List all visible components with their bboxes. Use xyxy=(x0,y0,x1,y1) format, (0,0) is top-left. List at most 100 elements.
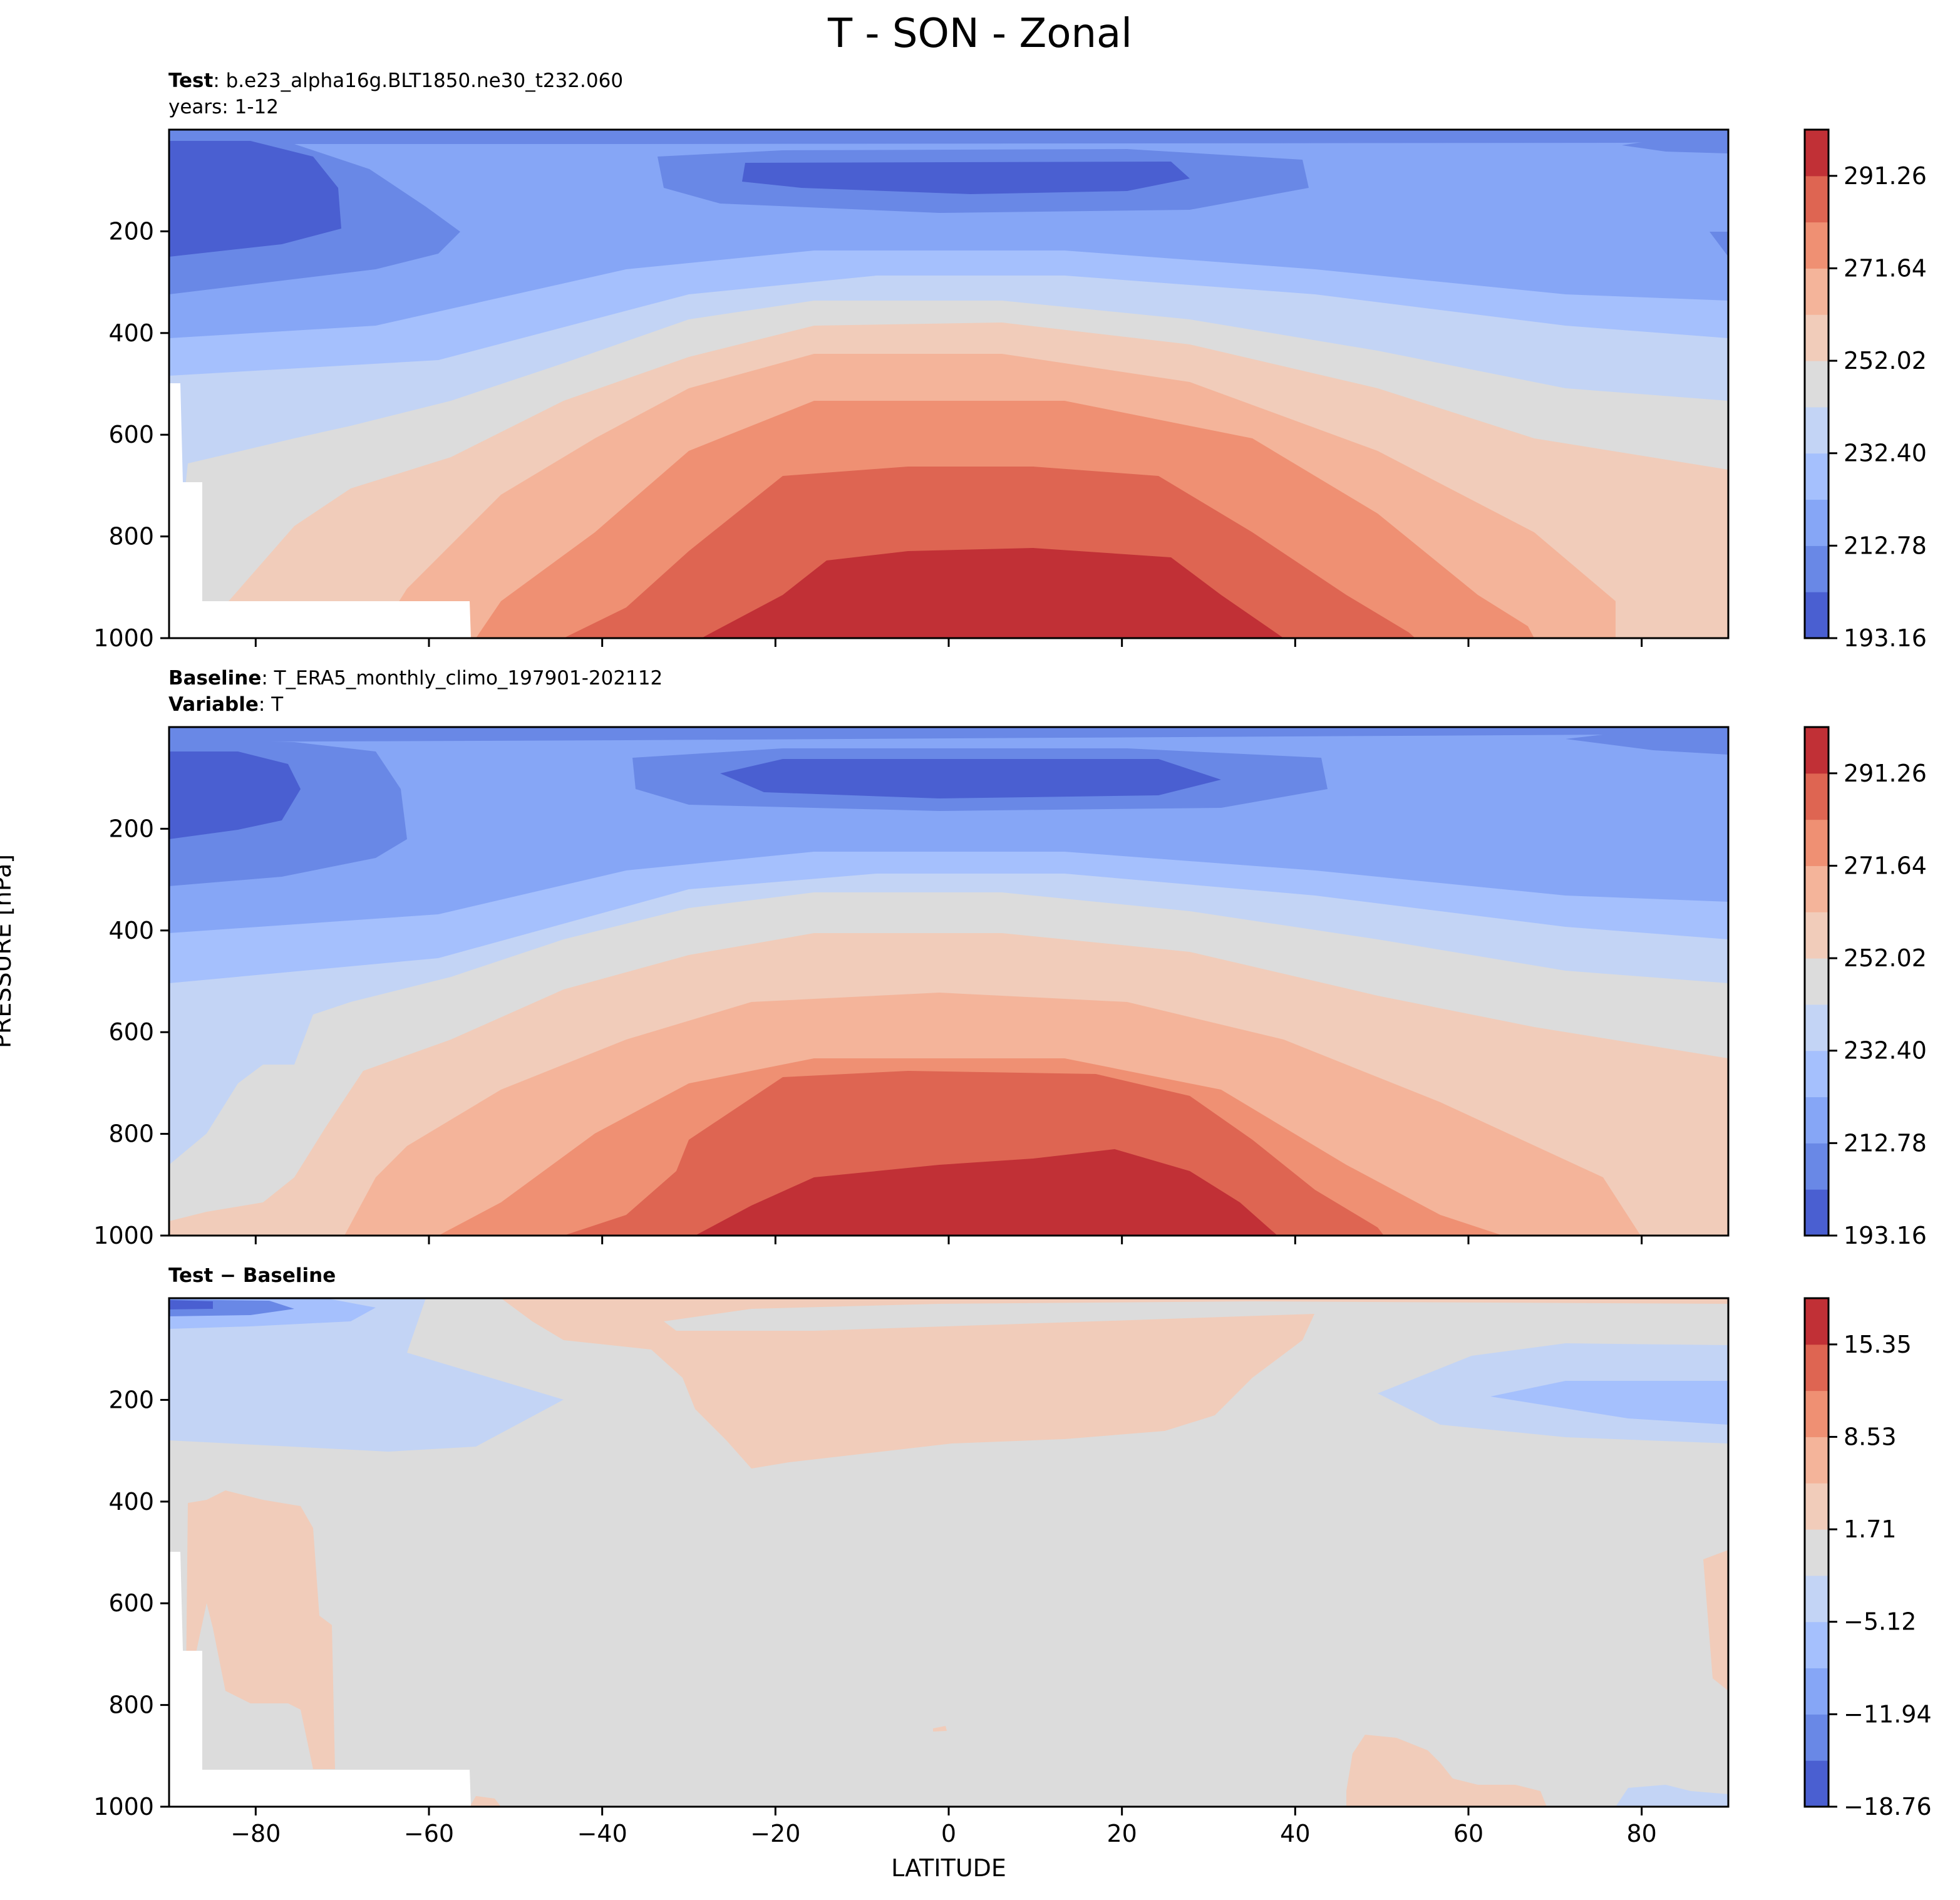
test-colorbar-tick-label: 252.02 xyxy=(1844,347,1927,374)
baseline-colorbar-segment xyxy=(1805,1050,1828,1098)
test-colorbar-tick-label: 291.26 xyxy=(1844,162,1927,190)
baseline-colorbar-segment xyxy=(1805,912,1828,959)
diff-colorbar-segment xyxy=(1805,1714,1828,1761)
baseline-colorbar: 193.16 212.78 232.40 252.02 271.64 291.26 xyxy=(1803,726,1927,1249)
test-y-tick-label: 600 xyxy=(108,421,154,448)
baseline-y-tick-label: 1000 xyxy=(93,1222,154,1249)
diff-y-tick-label: 600 xyxy=(108,1589,154,1617)
baseline-variable: Variable: T xyxy=(168,691,283,718)
test-colorbar-segment xyxy=(1805,361,1828,408)
x-tick-label: 0 xyxy=(941,1820,956,1847)
x-tick-label: 20 xyxy=(1106,1820,1137,1847)
baseline-colorbar-tick-label: 252.02 xyxy=(1844,944,1927,972)
baseline-colorbar-tick-label: 271.64 xyxy=(1844,852,1927,879)
diff-y-tick-label: 1000 xyxy=(93,1793,154,1820)
test-pressure-level-ticks xyxy=(158,130,169,601)
x-tick-label: −80 xyxy=(230,1820,281,1847)
diff-colorbar-frame xyxy=(1803,1297,1830,1808)
test-colorbar-frame xyxy=(1803,128,1830,639)
baseline-colorbar-tick-label: 193.16 xyxy=(1844,1222,1927,1249)
diff-band-warm-south-sfc xyxy=(470,1796,501,1807)
diff-colorbar-segment xyxy=(1805,1529,1828,1576)
baseline-axes: 200 400 600 800 1000 xyxy=(93,815,1643,1249)
test-y-tick-label: 400 xyxy=(108,319,154,347)
diff-band-warm-north-pole xyxy=(1703,1550,1728,1691)
diff-colorbar-tick-label: 15.35 xyxy=(1844,1331,1912,1358)
baseline-y-tick-label: 400 xyxy=(108,917,154,944)
diff-band-cool-north-sfc xyxy=(1616,1785,1728,1807)
baseline-y-tick-label: 800 xyxy=(108,1120,154,1148)
baseline-colorbar-segment xyxy=(1805,727,1828,774)
baseline-colorbar-segment xyxy=(1805,958,1828,1005)
diff-y-tick-label: 200 xyxy=(108,1386,154,1413)
test-missing-antarctica xyxy=(169,383,471,638)
x-tick-label: −60 xyxy=(404,1820,454,1847)
test-panel xyxy=(158,130,1728,638)
variable-name: : T xyxy=(258,693,284,716)
diff-panel xyxy=(169,1298,1728,1807)
test-colorbar-segment xyxy=(1805,592,1828,639)
variable-label: Variable xyxy=(168,693,259,716)
baseline-colorbar-segment xyxy=(1805,1097,1828,1144)
diff-colorbar-segment xyxy=(1805,1575,1828,1623)
test-colorbar-tick-label: 212.78 xyxy=(1844,532,1927,559)
test-band-202-top xyxy=(169,130,1728,144)
diff-band-cool-south-4 xyxy=(169,1300,213,1309)
diff-colorbar-segment xyxy=(1805,1760,1828,1807)
baseline-case-name: : T_ERA5_monthly_climo_197901-202112 xyxy=(261,667,663,689)
baseline-colorbar-segment xyxy=(1805,1189,1828,1236)
x-tick-label: −40 xyxy=(577,1820,627,1847)
test-colorbar-tick-label: 271.64 xyxy=(1844,254,1927,282)
diff-band-warm-tropics xyxy=(501,1298,1728,1469)
test-colorbar-tick-label: 193.16 xyxy=(1844,624,1927,652)
baseline-panel xyxy=(158,727,1728,1236)
baseline-y-tick-label: 200 xyxy=(108,815,154,842)
baseline-colorbar-segment xyxy=(1805,773,1828,820)
x-tick-label: 40 xyxy=(1280,1820,1310,1847)
diff-colorbar-segment xyxy=(1805,1390,1828,1437)
baseline-colorbar-tick-label: 212.78 xyxy=(1844,1129,1927,1157)
diff-colorbar-segment xyxy=(1805,1437,1828,1484)
x-tick-label: 60 xyxy=(1453,1820,1483,1847)
test-y-tick-label: 1000 xyxy=(93,624,154,652)
test-colorbar-segment xyxy=(1805,268,1828,315)
test-colorbar-segment xyxy=(1805,545,1828,592)
diff-band-warm-north-sfc xyxy=(1346,1735,1547,1807)
diff-colorbar-segment xyxy=(1805,1668,1828,1715)
baseline-colorbar-segment xyxy=(1805,1004,1828,1051)
baseline-colorbar-segment xyxy=(1805,1143,1828,1190)
x-tick-label: 80 xyxy=(1626,1820,1656,1847)
x-axis-label: LATITUDE xyxy=(891,1854,1006,1882)
test-band-193-south xyxy=(169,141,341,257)
diff-panel-title: Test − Baseline xyxy=(168,1262,336,1289)
x-tick-label: −20 xyxy=(750,1820,800,1847)
baseline-pressure-level-ticks xyxy=(158,728,169,1199)
baseline-colorbar-tick-label: 291.26 xyxy=(1844,760,1927,787)
diff-band-warm-antarctic xyxy=(185,1490,335,1800)
baseline-band-202-north xyxy=(1565,730,1728,755)
diff-colorbar-tick-label: −11.94 xyxy=(1844,1700,1932,1728)
test-band-291 xyxy=(701,548,1284,638)
baseline-panel-title: Baseline: T_ERA5_monthly_climo_197901-20… xyxy=(168,665,663,691)
test-y-tick-label: 200 xyxy=(108,217,154,245)
diff-label: Test − Baseline xyxy=(168,1264,336,1287)
diff-colorbar-tick-label: −5.12 xyxy=(1844,1608,1916,1636)
test-colorbar-tick-label: 232.40 xyxy=(1844,440,1927,467)
test-years: years: 1-12 xyxy=(168,96,279,118)
test-colorbar-segment xyxy=(1805,406,1828,454)
test-panel-title: Test: b.e23_alpha16g.BLT1850.ne30_t232.0… xyxy=(168,68,623,94)
baseline-band-291 xyxy=(695,1149,1277,1236)
diff-axes: −80 −60 −40 −20 0 20 40 60 80 200 400 600 800 1000 xyxy=(93,1386,1657,1847)
test-label: Test xyxy=(168,70,214,92)
diff-y-tick-label: 400 xyxy=(108,1488,154,1515)
diff-colorbar-segment xyxy=(1805,1483,1828,1530)
diff-colorbar-segment xyxy=(1805,1621,1828,1669)
diff-missing-antarctica xyxy=(169,1552,471,1807)
baseline-colorbar-segment xyxy=(1805,865,1828,912)
test-band-202-np-edge xyxy=(1710,232,1728,257)
test-colorbar: 193.16 212.78 232.40 252.02 271.64 291.26 xyxy=(1803,128,1927,652)
test-band-202-north xyxy=(1622,137,1728,153)
baseline-label: Baseline xyxy=(168,667,262,689)
baseline-colorbar-frame xyxy=(1803,726,1830,1237)
